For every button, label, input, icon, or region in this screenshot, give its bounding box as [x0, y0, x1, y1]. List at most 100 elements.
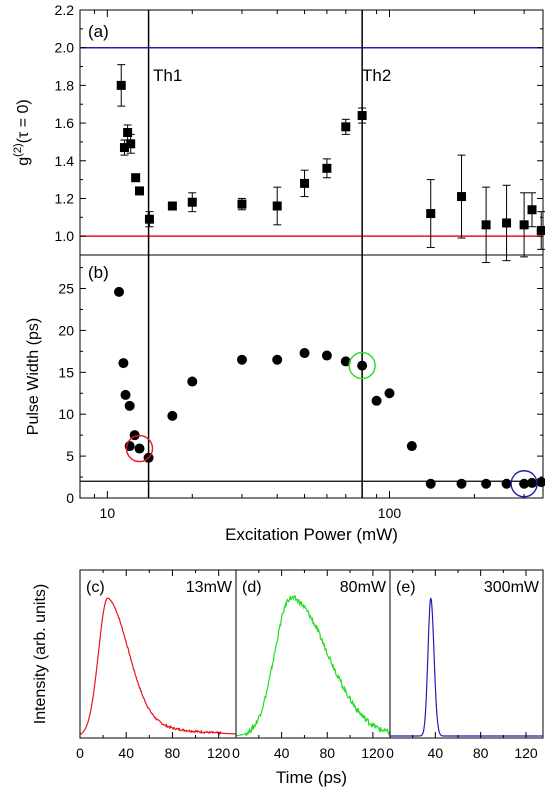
power-label: 13mW: [186, 579, 233, 596]
g2-axis-label-sup: (2): [12, 143, 24, 156]
pulse-width-point: [481, 478, 492, 489]
pulse-width-point: [371, 395, 382, 406]
g2-data-point: [187, 197, 197, 207]
pulse-width-point: [124, 400, 135, 411]
intensity-trace-green: [235, 594, 391, 737]
g2-data-point: [272, 201, 282, 211]
y-tick-label: 1.2: [55, 190, 75, 206]
y-tick-label: 2.0: [55, 40, 75, 56]
panel-label-a: (a): [88, 22, 109, 41]
pulse-width-point: [114, 286, 125, 297]
pulse-width-point: [501, 478, 512, 489]
pulse-width-point: [519, 478, 530, 489]
threshold-label-th1: Th1: [153, 66, 182, 85]
g2-data-point: [481, 220, 491, 230]
subpanel-label: (d): [242, 579, 262, 596]
x-tick-label: 10: [100, 505, 116, 521]
x-tick-label: 80: [319, 745, 335, 761]
g2-axis-label-tau: (τ = 0): [15, 99, 32, 143]
g2-axis-label-g: g: [15, 157, 32, 166]
g2-data-point: [123, 128, 133, 137]
pulse-width-point: [456, 478, 467, 489]
g2-data-point: [116, 80, 126, 90]
intensity-frame-2: [389, 569, 544, 739]
intensity-axis-label: Intensity (arb. units): [32, 584, 49, 725]
pulse-width-point: [134, 443, 145, 454]
y-tick-label: 15: [58, 364, 74, 380]
pulse-width-point: [425, 478, 436, 489]
pulse-width-point: [167, 410, 178, 421]
g2-data-point: [536, 226, 545, 235]
pulse-width-point: [406, 441, 417, 452]
x-tick-label: 40: [274, 745, 290, 761]
y-tick-label: 5: [66, 448, 74, 464]
g2-data-point: [300, 178, 310, 188]
x-tick-label: 120: [361, 745, 385, 761]
pulse-width-axis-label: Pulse Width (ps): [25, 318, 42, 435]
y-tick-label: 2.2: [55, 2, 75, 18]
x-tick-label: 0: [232, 745, 240, 761]
x-tick-label: 80: [165, 745, 181, 761]
x-tick-label: 120: [207, 745, 231, 761]
highlight-circle-blue: [510, 470, 538, 498]
g2-data-point: [131, 173, 141, 183]
pulse-width-point: [272, 354, 283, 365]
g2-data-point: [341, 122, 351, 132]
y-tick-label: 1.4: [55, 153, 75, 169]
g2-data-point: [502, 218, 512, 228]
g2-data-point: [237, 199, 247, 209]
pulse-width-point: [527, 477, 538, 488]
pulse-plot-frame: [79, 254, 544, 499]
pulse-width-point: [118, 358, 129, 369]
g2-data-point: [457, 192, 467, 202]
x-tick-label: 0: [76, 745, 84, 761]
x-tick-label: 120: [514, 745, 538, 761]
pulse-width-point: [384, 388, 395, 399]
x-tick-label: 0: [386, 745, 394, 761]
g2-data-point: [527, 205, 537, 215]
x-tick-label: 40: [428, 745, 444, 761]
y-tick-label: 1.6: [55, 115, 75, 131]
pulse-width-panel: 0 5 10 15 20 25 10 100 (b) Pulse Width (ps) Excita…: [25, 254, 545, 544]
y-tick-label: 0: [66, 490, 74, 506]
g2-data-point: [144, 214, 154, 224]
g2-data-point: [134, 186, 144, 196]
panel-label-b: (b): [88, 263, 109, 282]
pulse-width-point: [187, 376, 198, 387]
g2-panel: 1.0 1.2 1.4 1.6 1.8 2.0 2.2 (a) Th1 Th2 g(2)(τ = 0…: [12, 2, 545, 498]
y-tick-label: 1.0: [55, 228, 75, 244]
x-tick-label: 80: [473, 745, 489, 761]
pulse-width-point: [299, 348, 310, 359]
g2-axis-label: g(2)(τ = 0): [12, 99, 32, 165]
pulse-width-point: [357, 360, 368, 371]
intensity-trace-blue: [390, 597, 543, 737]
pulse-width-point: [321, 350, 332, 361]
pulse-width-point: [340, 356, 351, 367]
subpanel-label: (c): [86, 579, 105, 596]
y-tick-label: 10: [58, 406, 74, 422]
pulse-width-point: [120, 389, 131, 400]
y-tick-label: 25: [58, 281, 74, 297]
intensity-panels: 0 40 80 120 (c) 13mW 0 40 80 120 (d) 80mW 0 40 80 120 (e…: [32, 569, 544, 787]
y-tick-label: 1.8: [55, 77, 75, 93]
threshold-label-th2: Th2: [362, 66, 391, 85]
g2-data-point: [426, 209, 436, 219]
x-tick-label: 40: [118, 745, 134, 761]
x-tick-label: 100: [378, 505, 402, 521]
time-axis-label: Time (ps): [276, 768, 347, 787]
g2-data-point: [126, 139, 136, 149]
excitation-power-axis-label: Excitation Power (mW): [225, 525, 398, 544]
g2-data-point: [322, 163, 332, 173]
g2-data-point: [119, 143, 129, 153]
pulse-width-point: [536, 477, 545, 488]
pulse-width-point: [236, 354, 247, 365]
g2-data-point: [519, 220, 529, 230]
intensity-trace-red: [79, 597, 237, 736]
power-label: 300mW: [484, 579, 540, 596]
highlight-circle-green: [348, 351, 376, 380]
y-tick-label: 20: [58, 322, 74, 338]
subpanel-label: (e): [396, 579, 416, 596]
power-label: 80mW: [340, 579, 387, 596]
highlight-circle-red: [125, 434, 154, 463]
